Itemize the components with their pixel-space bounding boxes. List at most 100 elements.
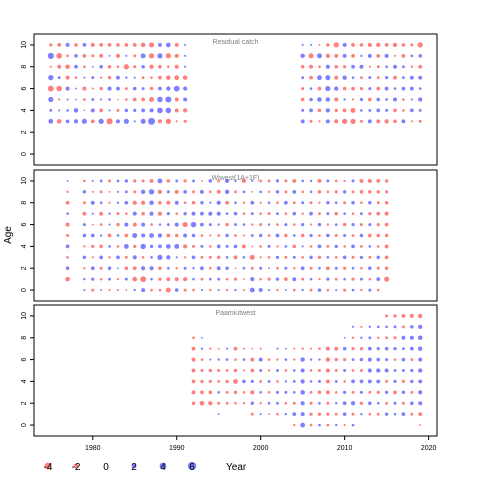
bubble [351, 390, 355, 394]
bubble [99, 43, 104, 47]
bubble [351, 255, 355, 259]
bubble [401, 325, 405, 329]
bubble [98, 118, 104, 124]
bubble [393, 401, 397, 405]
bubble [217, 413, 220, 416]
bubble [385, 325, 388, 329]
bubble [368, 245, 372, 248]
bubble [66, 179, 69, 182]
bubble [208, 245, 212, 248]
bubble [125, 98, 128, 101]
bubble [200, 347, 204, 350]
bubble [225, 390, 229, 394]
bubble [66, 212, 69, 215]
bubble [367, 346, 372, 351]
bubble [108, 277, 111, 281]
bubble [368, 223, 372, 227]
bubble [251, 347, 254, 350]
bubble [334, 64, 339, 69]
bubble [191, 200, 196, 205]
bubble [259, 256, 262, 259]
bubble [242, 391, 246, 394]
bubble [334, 233, 338, 238]
bubble [132, 222, 137, 227]
bubble [174, 189, 179, 194]
bubble [275, 368, 279, 373]
bubble [140, 243, 146, 250]
bubble [191, 390, 196, 395]
bubble [158, 75, 162, 80]
bubble [276, 288, 279, 292]
bubble [350, 107, 356, 113]
bubble [318, 358, 321, 361]
bubble [90, 233, 95, 238]
bubble [377, 336, 380, 339]
bubble [267, 391, 271, 394]
bubble [132, 276, 138, 282]
bubble [284, 179, 288, 183]
legend-title: Year [226, 462, 247, 473]
bubble [376, 368, 381, 373]
bubble [82, 98, 86, 101]
bubble [259, 266, 263, 270]
bubble [392, 42, 398, 48]
bubble [376, 179, 381, 183]
bubble [418, 119, 422, 123]
bubble [376, 222, 380, 227]
bubble [148, 117, 156, 125]
bubble [368, 65, 371, 68]
bubble [360, 212, 363, 216]
bubble [65, 42, 70, 47]
bubble [208, 266, 212, 270]
legend-bubble [187, 461, 197, 471]
bubble [325, 97, 331, 102]
bubble [100, 98, 103, 101]
bubble [116, 222, 120, 227]
bubble [385, 190, 389, 194]
panel-frame [33, 169, 438, 302]
bubble [200, 222, 204, 227]
bubble [359, 97, 364, 102]
bubble [367, 379, 372, 384]
bubble [259, 245, 263, 248]
bubble [249, 287, 255, 293]
bubble [351, 347, 355, 351]
bubble [417, 346, 423, 351]
panel-frame [33, 33, 438, 166]
bubble [334, 277, 338, 281]
bubble [217, 347, 220, 350]
bubble [393, 54, 397, 57]
legend-label: 2 [131, 462, 137, 473]
bubble [333, 42, 339, 48]
bubble [259, 223, 263, 227]
bubble [81, 118, 87, 124]
bubble [276, 245, 279, 248]
bubble [267, 190, 271, 194]
bubble [284, 223, 288, 227]
bubble [251, 245, 254, 248]
bubble [233, 244, 238, 249]
bubble [174, 222, 179, 227]
bubble [343, 212, 346, 215]
bubble [191, 346, 196, 351]
bubble [393, 325, 397, 329]
bubble [351, 244, 355, 249]
bubble [116, 179, 120, 183]
bubble [66, 190, 69, 194]
bubble [148, 189, 155, 195]
bubble [141, 76, 145, 80]
bubble [401, 43, 406, 47]
bubble [368, 336, 372, 340]
bubble [418, 368, 423, 373]
bubble [343, 233, 347, 238]
bubble [216, 244, 221, 249]
bubble [251, 179, 254, 182]
bubble [309, 380, 313, 383]
bubble [83, 179, 86, 183]
bubble [132, 97, 137, 102]
bubble [301, 245, 304, 248]
legend-label: 4 [160, 462, 166, 473]
bubble [140, 53, 146, 59]
bubble [309, 43, 313, 46]
bubble [190, 221, 197, 228]
